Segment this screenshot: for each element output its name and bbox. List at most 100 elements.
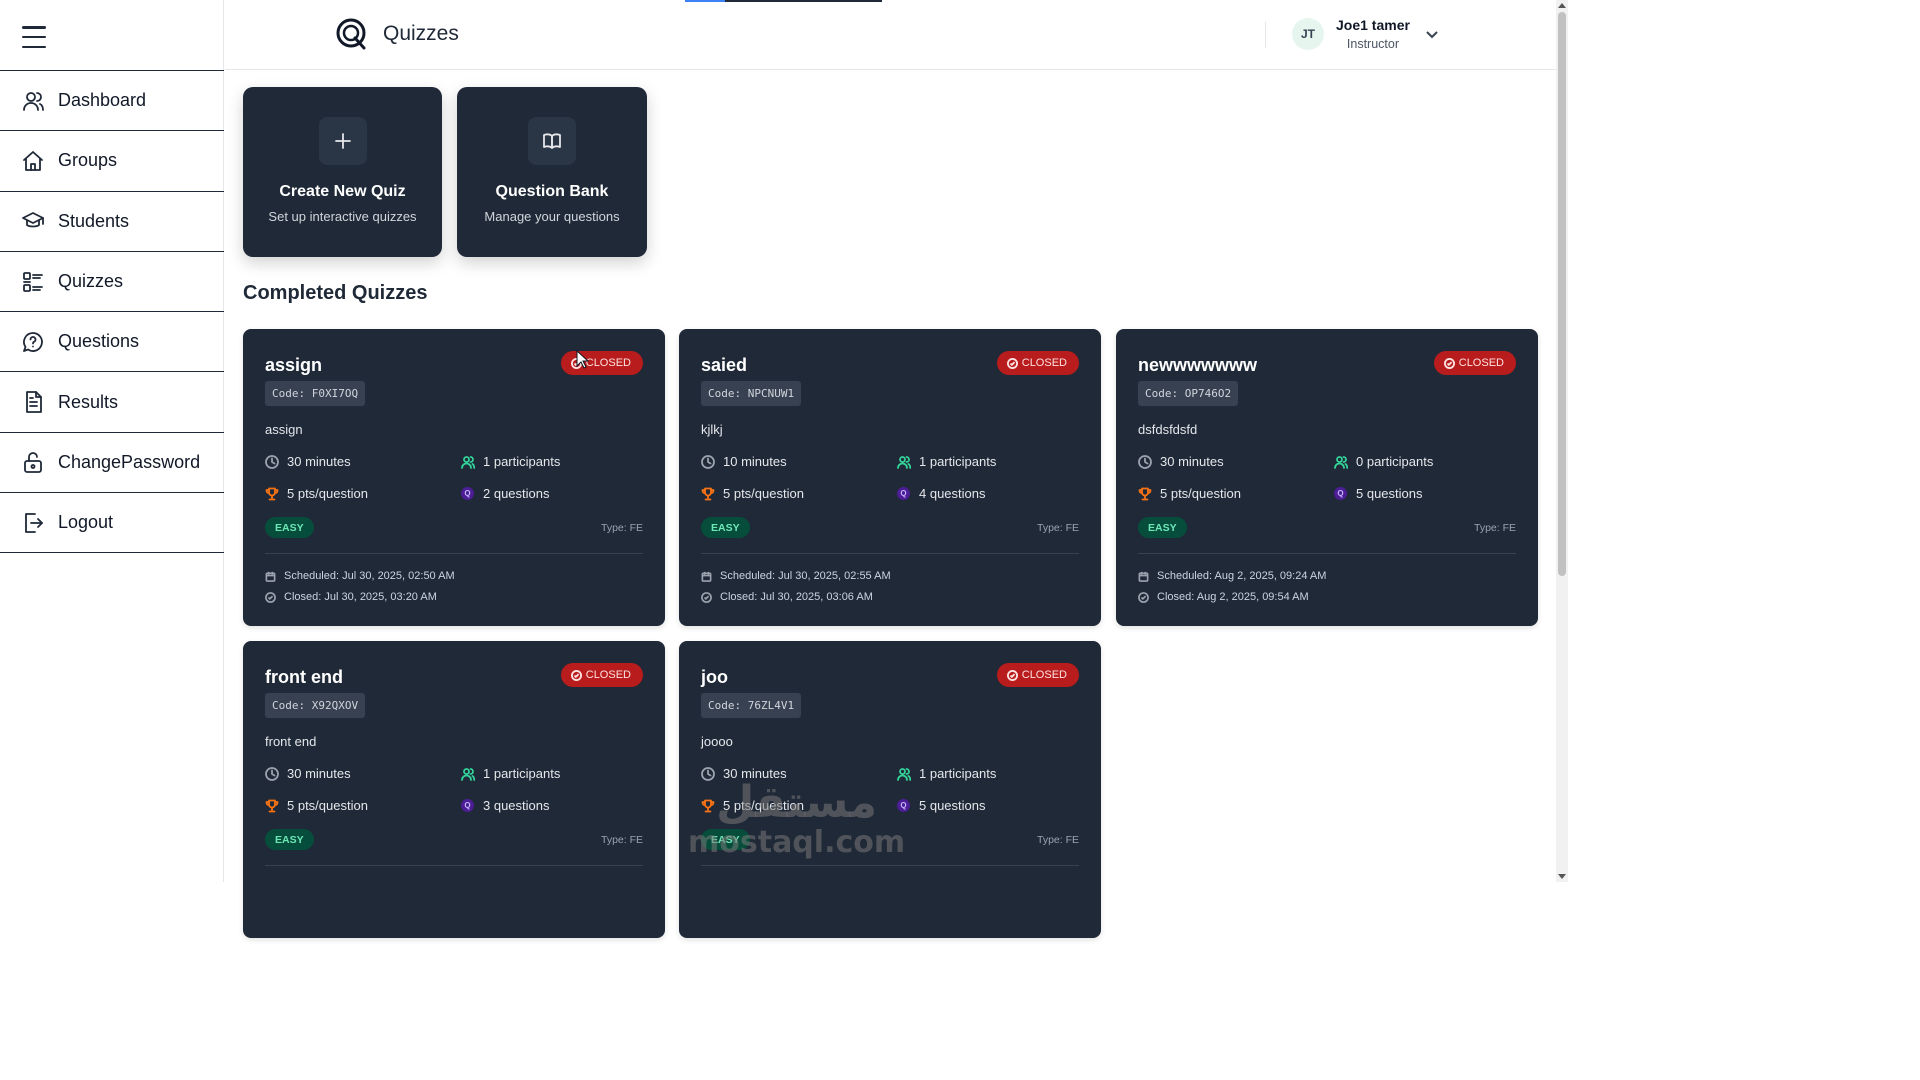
sidebar-item-groups[interactable]: Groups: [0, 131, 224, 192]
quiz-participants: 1 participants: [461, 766, 560, 781]
clock-icon: [265, 454, 279, 469]
chevron-down-icon[interactable]: [1424, 26, 1440, 42]
quiz-type: Type: FE: [600, 522, 643, 534]
status-label: CLOSED: [585, 669, 631, 681]
menu-toggle-icon[interactable]: [22, 26, 46, 48]
check-circle-icon: [570, 669, 582, 681]
check-circle-icon: [1006, 669, 1018, 681]
quiz-card[interactable]: newwwwwww CLOSED Code: OP746O2 dsfdsfdsf…: [1116, 329, 1538, 626]
user-name: Joe1 tamer: [1336, 17, 1410, 33]
quiz-card[interactable]: saied CLOSED Code: NPCNUW1 kjlkj 10 minu…: [679, 329, 1101, 626]
card-divider: [265, 553, 643, 554]
quiz-points: 5 pts/question: [1138, 486, 1241, 501]
participants-text: 1 participants: [919, 766, 997, 781]
quiz-type: Type: FE: [1473, 522, 1516, 534]
user-menu[interactable]: JT Joe1 tamer Instructor: [1292, 17, 1440, 51]
card-divider: [1138, 553, 1516, 554]
quiz-description: front end: [265, 734, 317, 749]
quiz-code: Code: 76ZL4V1: [701, 693, 802, 718]
difficulty-badge: EASY: [265, 517, 314, 538]
quiz-points: 5 pts/question: [265, 798, 368, 813]
sidebar-item-students[interactable]: Students: [0, 192, 224, 252]
trophy-icon: [265, 799, 279, 812]
closed-text: Closed: Aug 2, 2025, 09:54 AM: [1157, 591, 1309, 603]
mouse-cursor-icon: [576, 350, 590, 369]
user-role: Instructor: [1346, 37, 1400, 51]
card-divider: [265, 865, 643, 866]
quiz-name: newwwwwww: [1138, 355, 1258, 375]
scroll-down-icon[interactable]: [1558, 874, 1566, 879]
question-count-icon: Q: [897, 487, 910, 500]
sidebar-item-results[interactable]: Results: [0, 372, 224, 433]
logout-icon: [18, 508, 48, 538]
users-icon: [18, 86, 48, 116]
duration-text: 30 minutes: [287, 454, 351, 469]
quiz-duration: 30 minutes: [265, 454, 351, 469]
clock-icon: [701, 454, 715, 469]
action-title: Question Bank: [495, 183, 609, 200]
sidebar-item-label: Students: [58, 210, 130, 231]
quiz-questions: Q 2 questions: [461, 486, 550, 501]
quiz-code: Code: X92QXOV: [265, 693, 366, 718]
quiz-participants: 1 participants: [461, 454, 560, 469]
quiz-duration: 30 minutes: [701, 766, 787, 781]
quiz-description: assign: [265, 422, 303, 437]
home-icon: [18, 146, 48, 176]
sidebar-item-changepassword[interactable]: ChangePassword: [0, 433, 224, 494]
sidebar-item-label: Logout: [58, 512, 114, 533]
quiz-questions: Q 3 questions: [461, 798, 550, 813]
quiz-card[interactable]: front end CLOSED Code: X92QXOV front end…: [243, 641, 665, 938]
quiz-duration: 30 minutes: [265, 766, 351, 781]
status-label: CLOSED: [1458, 357, 1504, 369]
status-badge: CLOSED: [560, 663, 643, 687]
difficulty-badge: EASY: [265, 829, 314, 850]
sidebar-item-logout[interactable]: Logout: [0, 493, 224, 554]
sidebar-item-quizzes[interactable]: Quizzes: [0, 252, 224, 313]
closed-date: Closed: Jul 30, 2025, 03:20 AM: [265, 591, 437, 603]
sidebar-item-dashboard[interactable]: Dashboard: [0, 71, 224, 132]
scheduled-text: Scheduled: Jul 30, 2025, 02:55 AM: [720, 570, 891, 582]
check-circle-icon: [1138, 591, 1149, 603]
status-badge: CLOSED: [1433, 351, 1516, 375]
quiz-points: 5 pts/question: [701, 486, 804, 501]
quiz-card[interactable]: joo CLOSED Code: 76ZL4V1 joooo 30 minute…: [679, 641, 1101, 938]
scheduled-text: Scheduled: Aug 2, 2025, 09:24 AM: [1157, 570, 1327, 582]
closed-date: Closed: Jul 30, 2025, 03:06 AM: [701, 591, 873, 603]
points-text: 5 pts/question: [1160, 486, 1241, 501]
check-circle-icon: [265, 591, 276, 603]
check-circle-icon: [701, 591, 712, 603]
duration-text: 30 minutes: [287, 766, 351, 781]
points-text: 5 pts/question: [287, 798, 368, 813]
points-text: 5 pts/question: [723, 486, 804, 501]
calendar-icon: [1138, 571, 1149, 582]
scroll-up-icon[interactable]: [1558, 3, 1566, 8]
header-divider: [1265, 22, 1266, 48]
difficulty-badge: EASY: [701, 829, 750, 850]
questions-text: 5 questions: [919, 798, 986, 813]
quiz-questions: Q 4 questions: [897, 486, 986, 501]
questions-text: 3 questions: [483, 798, 550, 813]
quiz-card[interactable]: assign CLOSED Code: F0XI7OQ assign 30 mi…: [243, 329, 665, 626]
brand: Quizzes: [335, 17, 459, 51]
quiz-name: saied: [701, 355, 748, 375]
quiz-description: dsfdsfdsfd: [1138, 422, 1198, 437]
question-count-icon: Q: [897, 799, 910, 812]
question-bank-card[interactable]: Question Bank Manage your questions: [457, 87, 647, 257]
sidebar-item-questions[interactable]: Questions: [0, 312, 224, 373]
quiz-name: front end: [265, 667, 343, 687]
quiz-participants: 1 participants: [897, 454, 996, 469]
create-quiz-card[interactable]: Create New Quiz Set up interactive quizz…: [243, 87, 442, 257]
sidebar-item-label: Results: [58, 391, 119, 412]
users-icon: [897, 767, 911, 781]
card-divider: [701, 865, 1079, 866]
questions-text: 5 questions: [1356, 486, 1423, 501]
scroll-thumb[interactable]: [1558, 12, 1566, 576]
duration-text: 30 minutes: [1160, 454, 1224, 469]
quiz-questions: Q 5 questions: [1334, 486, 1423, 501]
calendar-icon: [265, 571, 276, 582]
sidebar-item-label: Groups: [58, 150, 118, 171]
users-icon: [1334, 455, 1348, 469]
trophy-icon: [265, 487, 279, 500]
page-scrollbar[interactable]: [1556, 0, 1568, 882]
participants-text: 1 participants: [483, 454, 561, 469]
